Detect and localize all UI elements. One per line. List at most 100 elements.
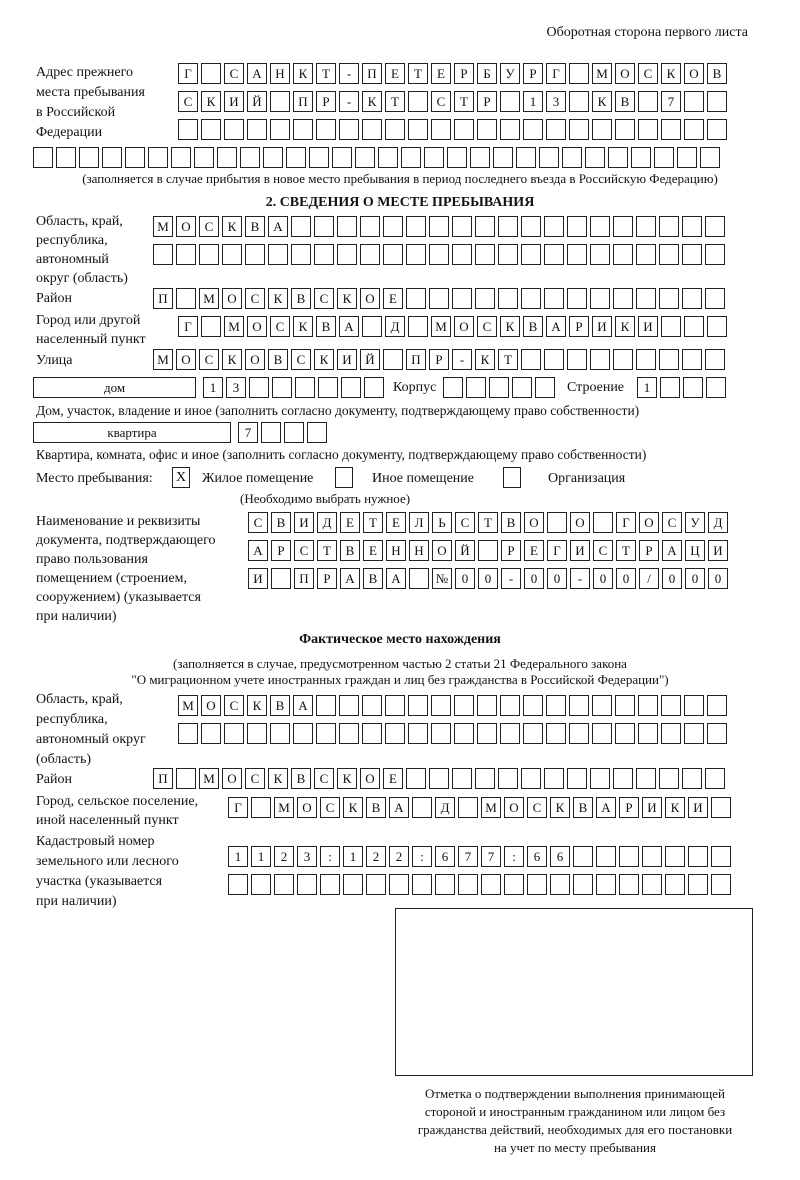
char-cell[interactable]: 1: [343, 846, 363, 867]
char-cell[interactable]: [567, 349, 587, 370]
char-cell[interactable]: О: [524, 512, 544, 533]
char-cell[interactable]: [454, 723, 474, 744]
char-cell[interactable]: [201, 723, 221, 744]
char-cell[interactable]: К: [592, 91, 612, 112]
char-cell[interactable]: [615, 723, 635, 744]
char-cell[interactable]: О: [176, 216, 196, 237]
char-cell[interactable]: [661, 723, 681, 744]
char-cell[interactable]: Е: [363, 540, 383, 561]
char-cell[interactable]: 2: [389, 846, 409, 867]
char-cell[interactable]: [339, 695, 359, 716]
char-cell[interactable]: [452, 216, 472, 237]
char-cell[interactable]: [573, 846, 593, 867]
char-cell[interactable]: [153, 244, 173, 265]
char-cell[interactable]: [362, 695, 382, 716]
char-cell[interactable]: [452, 768, 472, 789]
char-cell[interactable]: [705, 349, 725, 370]
char-cell[interactable]: К: [337, 288, 357, 309]
char-cell[interactable]: [615, 695, 635, 716]
char-cell[interactable]: [546, 695, 566, 716]
char-cell[interactable]: [590, 349, 610, 370]
char-cell[interactable]: [498, 216, 518, 237]
char-cell[interactable]: :: [412, 846, 432, 867]
char-cell[interactable]: В: [270, 695, 290, 716]
char-cell[interactable]: 1: [228, 846, 248, 867]
char-cell[interactable]: [707, 723, 727, 744]
char-cell[interactable]: И: [337, 349, 357, 370]
char-cell[interactable]: [562, 147, 582, 168]
char-cell[interactable]: П: [293, 91, 313, 112]
char-cell[interactable]: [454, 695, 474, 716]
char-cell[interactable]: Е: [383, 768, 403, 789]
char-cell[interactable]: [569, 695, 589, 716]
char-cell[interactable]: [360, 244, 380, 265]
char-cell[interactable]: М: [224, 316, 244, 337]
char-cell[interactable]: [286, 147, 306, 168]
char-cell[interactable]: 7: [661, 91, 681, 112]
char-cell[interactable]: [613, 216, 633, 237]
char-cell[interactable]: [684, 91, 704, 112]
char-cell[interactable]: [443, 377, 463, 398]
char-cell[interactable]: [567, 288, 587, 309]
char-cell[interactable]: [684, 119, 704, 140]
char-cell[interactable]: [454, 119, 474, 140]
char-cell[interactable]: И: [638, 316, 658, 337]
char-cell[interactable]: [642, 846, 662, 867]
char-cell[interactable]: Б: [477, 63, 497, 84]
char-cell[interactable]: [636, 349, 656, 370]
char-cell[interactable]: [489, 377, 509, 398]
char-cell[interactable]: [550, 874, 570, 895]
char-cell[interactable]: 3: [546, 91, 566, 112]
char-cell[interactable]: [318, 377, 338, 398]
char-cell[interactable]: [711, 874, 731, 895]
char-cell[interactable]: [706, 377, 726, 398]
char-cell[interactable]: М: [178, 695, 198, 716]
char-cell[interactable]: [293, 119, 313, 140]
char-cell[interactable]: [590, 768, 610, 789]
char-cell[interactable]: [458, 797, 478, 818]
char-cell[interactable]: [711, 846, 731, 867]
char-cell[interactable]: [613, 288, 633, 309]
char-cell[interactable]: [406, 216, 426, 237]
char-cell[interactable]: 0: [547, 568, 567, 589]
char-cell[interactable]: [521, 349, 541, 370]
char-cell[interactable]: [705, 288, 725, 309]
char-cell[interactable]: 0: [478, 568, 498, 589]
char-cell[interactable]: [295, 377, 315, 398]
char-cell[interactable]: [638, 723, 658, 744]
char-cell[interactable]: [569, 119, 589, 140]
char-cell[interactable]: [661, 316, 681, 337]
char-cell[interactable]: [383, 349, 403, 370]
char-cell[interactable]: [406, 768, 426, 789]
char-cell[interactable]: Е: [383, 288, 403, 309]
char-cell[interactable]: [429, 288, 449, 309]
char-cell[interactable]: [523, 723, 543, 744]
char-cell[interactable]: [636, 216, 656, 237]
house-type-field[interactable]: дом: [33, 377, 196, 398]
char-cell[interactable]: С: [593, 540, 613, 561]
char-cell[interactable]: [521, 216, 541, 237]
char-cell[interactable]: М: [592, 63, 612, 84]
char-cell[interactable]: 0: [593, 568, 613, 589]
char-cell[interactable]: К: [268, 768, 288, 789]
char-cell[interactable]: [475, 288, 495, 309]
char-cell[interactable]: В: [245, 216, 265, 237]
char-cell[interactable]: [429, 216, 449, 237]
char-cell[interactable]: [378, 147, 398, 168]
char-cell[interactable]: [431, 695, 451, 716]
char-cell[interactable]: [544, 288, 564, 309]
char-cell[interactable]: Р: [639, 540, 659, 561]
char-cell[interactable]: [385, 723, 405, 744]
char-cell[interactable]: 7: [238, 422, 258, 443]
char-cell[interactable]: [516, 147, 536, 168]
char-cell[interactable]: [383, 244, 403, 265]
char-cell[interactable]: [408, 91, 428, 112]
char-cell[interactable]: О: [360, 768, 380, 789]
char-cell[interactable]: С: [294, 540, 314, 561]
char-cell[interactable]: [470, 147, 490, 168]
flat-type-field[interactable]: квартира: [33, 422, 231, 443]
char-cell[interactable]: 0: [455, 568, 475, 589]
char-cell[interactable]: М: [481, 797, 501, 818]
char-cell[interactable]: П: [153, 288, 173, 309]
char-cell[interactable]: К: [615, 316, 635, 337]
